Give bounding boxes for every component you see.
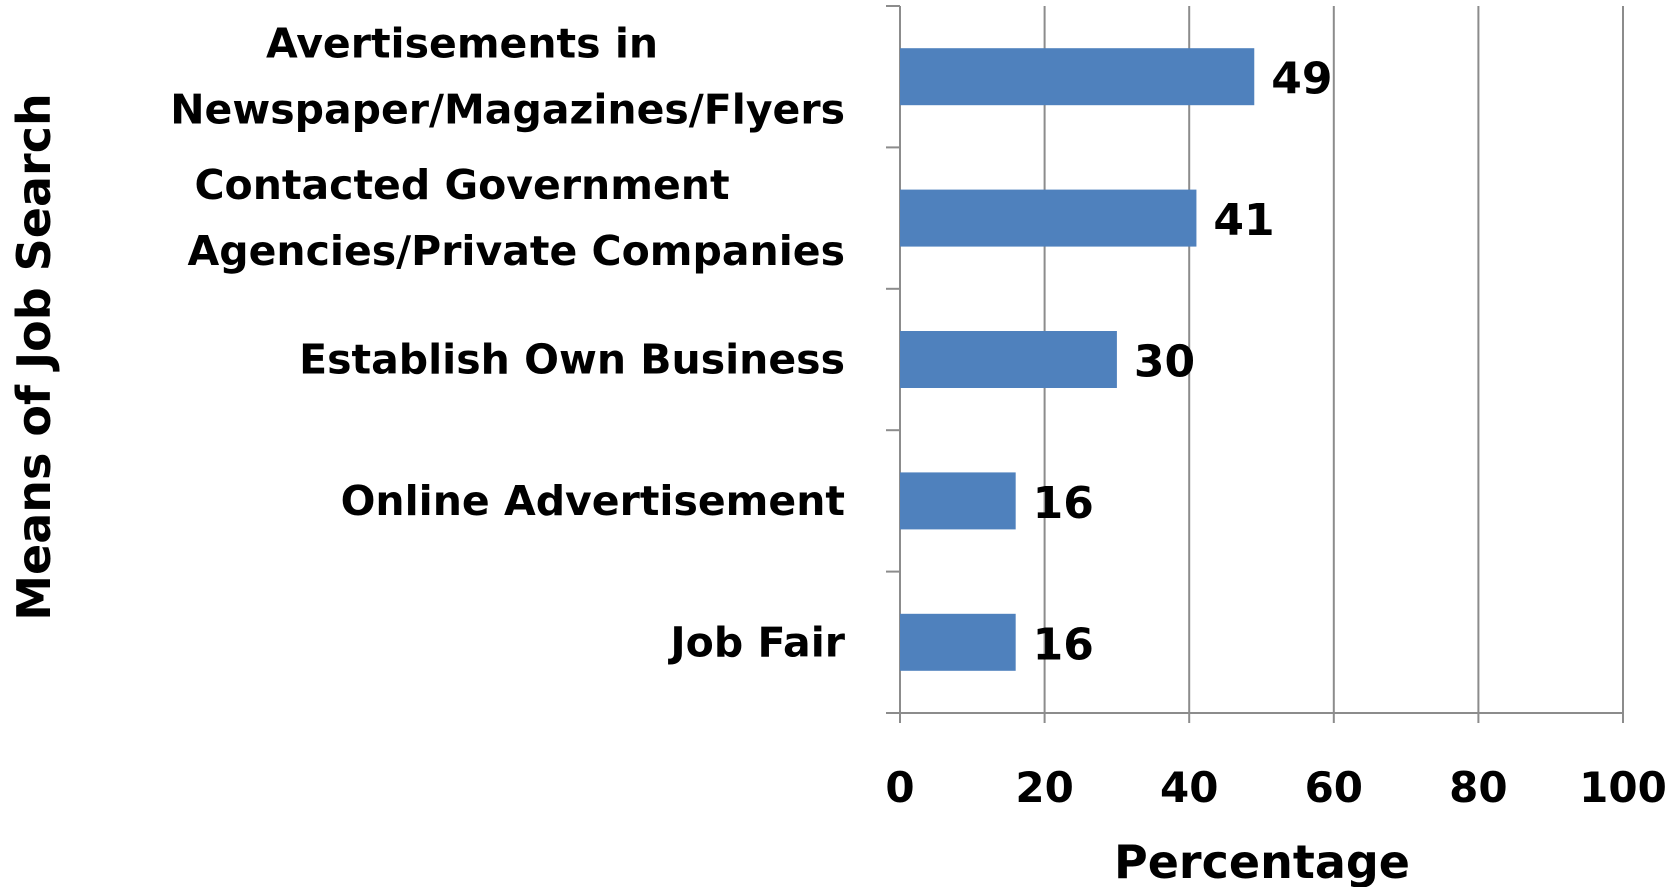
category-label: Contacted Government Agencies/Private Com… [188, 161, 845, 275]
x-tick-label: 80 [1449, 763, 1507, 812]
data-label: 30 [1134, 337, 1195, 388]
bar [900, 472, 1016, 530]
category-label: Avertisements in Newspaper/Magazines/Flye… [170, 20, 845, 134]
bar [900, 189, 1197, 247]
data-label: 41 [1213, 195, 1274, 246]
x-tick-label: 100 [1579, 763, 1667, 812]
category-label-line: Online Advertisement [341, 477, 845, 525]
category-label: Online Advertisement [341, 477, 845, 525]
category-label: Establish Own Business [299, 336, 845, 384]
y-axis-title: Means of Job Search [7, 93, 61, 621]
data-labels: 49 41 30 16 16 [1033, 54, 1333, 671]
x-tick-label: 40 [1160, 763, 1218, 812]
category-labels: Avertisements in Newspaper/Magazines/Flye… [170, 20, 846, 667]
category-label-line: Agencies/Private Companies [188, 227, 845, 275]
category-label-line: Avertisements in [266, 20, 658, 68]
category-label-line: Newspaper/Magazines/Flyers [170, 86, 845, 134]
bar [900, 613, 1016, 671]
gridlines [1043, 6, 1624, 713]
x-tick-label: 60 [1305, 763, 1363, 812]
x-tick-label: 0 [885, 763, 914, 812]
bar [900, 331, 1117, 388]
category-label: Job Fair [667, 618, 845, 666]
data-label: 16 [1033, 478, 1094, 529]
data-label: 16 [1033, 619, 1094, 670]
category-label-line: Establish Own Business [299, 336, 845, 384]
x-tick-labels: 0 20 40 60 80 100 [885, 763, 1666, 812]
category-label-line: Contacted Government [194, 161, 729, 209]
category-label-line: Job Fair [667, 618, 845, 666]
x-axis-title: Percentage [1114, 835, 1410, 887]
data-label: 49 [1271, 54, 1332, 105]
bars [900, 48, 1255, 671]
bar [900, 48, 1255, 106]
x-tick-label: 20 [1015, 763, 1073, 812]
